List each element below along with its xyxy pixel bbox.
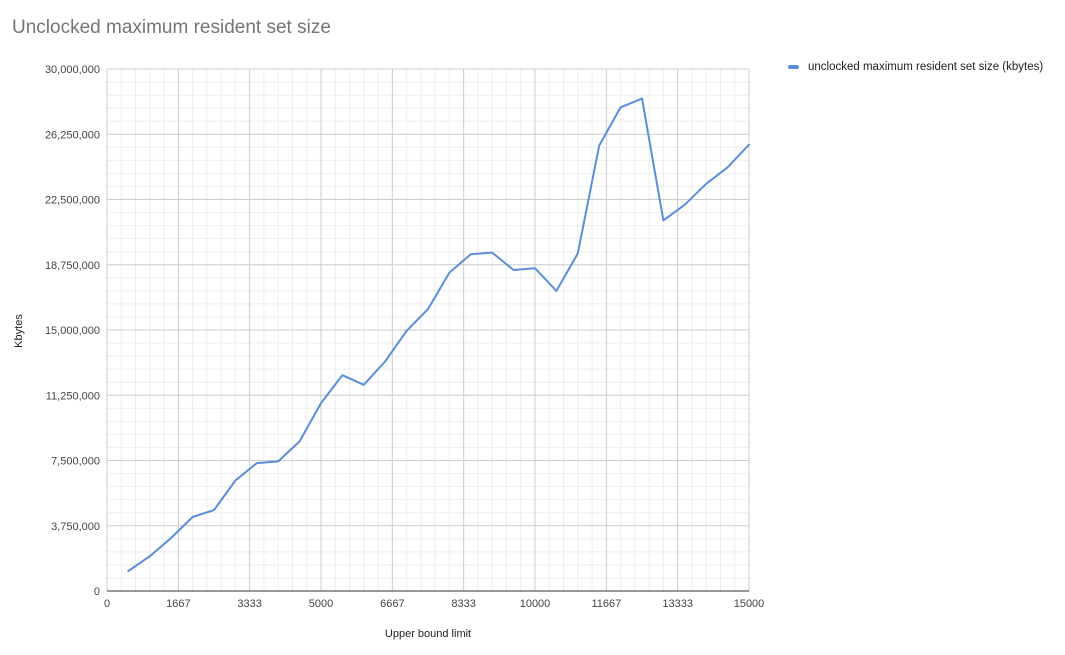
data-point[interactable] xyxy=(639,96,645,102)
data-point[interactable] xyxy=(446,270,452,276)
data-point[interactable] xyxy=(361,382,367,388)
data-point[interactable] xyxy=(125,568,131,574)
data-point[interactable] xyxy=(382,358,388,364)
x-tick-label: 10000 xyxy=(520,598,551,610)
y-tick-label: 18,750,000 xyxy=(45,260,100,272)
data-point[interactable] xyxy=(703,181,709,187)
data-point[interactable] xyxy=(211,507,217,513)
x-axis-ticks: 0 1667 3333 5000 6667 8333 10000 11667 13333 1500… xyxy=(104,598,764,610)
y-tick-label: 22,500,000 xyxy=(45,195,100,207)
data-point[interactable] xyxy=(425,306,431,312)
data-point[interactable] xyxy=(254,460,260,466)
data-point[interactable] xyxy=(660,217,666,223)
data-point[interactable] xyxy=(553,288,559,294)
x-tick-label: 8333 xyxy=(451,598,475,610)
data-point[interactable] xyxy=(682,202,688,208)
data-point[interactable] xyxy=(746,142,752,148)
data-point[interactable] xyxy=(468,251,474,257)
data-point[interactable] xyxy=(168,535,174,541)
x-tick-label: 6667 xyxy=(380,598,404,610)
y-tick-label: 26,250,000 xyxy=(45,129,100,141)
x-tick-label: 11667 xyxy=(591,598,621,610)
legend-swatch xyxy=(788,65,799,69)
y-axis-ticks: 0 3,750,000 7,500,000 11,250,000 15,000,000 1… xyxy=(45,64,100,598)
data-point[interactable] xyxy=(596,143,602,149)
data-point[interactable] xyxy=(575,250,581,256)
axes xyxy=(106,69,749,592)
data-point[interactable] xyxy=(297,438,303,444)
data-point[interactable] xyxy=(147,553,153,559)
x-tick-label: 3333 xyxy=(237,598,261,610)
y-tick-label: 0 xyxy=(94,586,100,598)
data-point[interactable] xyxy=(618,104,624,110)
data-point[interactable] xyxy=(725,164,731,170)
chart-title: Unclocked maximum resident set size xyxy=(12,17,331,38)
x-axis-title: Upper bound limit xyxy=(385,628,471,640)
data-point[interactable] xyxy=(339,372,345,378)
y-tick-label: 11,250,000 xyxy=(46,390,100,402)
data-point[interactable] xyxy=(232,478,238,484)
series-group xyxy=(125,96,752,574)
data-point[interactable] xyxy=(532,265,538,271)
y-tick-label: 3,750,000 xyxy=(51,521,100,533)
y-axis-title: Kbytes xyxy=(13,314,25,348)
legend[interactable]: unclocked maximum resident set size (kby… xyxy=(788,61,1043,73)
y-tick-label: 7,500,000 xyxy=(51,456,100,468)
x-tick-label: 0 xyxy=(104,598,110,610)
x-tick-label: 13333 xyxy=(662,598,693,610)
y-tick-label: 30,000,000 xyxy=(45,64,100,76)
data-point[interactable] xyxy=(489,250,495,256)
data-point[interactable] xyxy=(190,514,196,520)
y-tick-label: 15,000,000 xyxy=(45,325,100,337)
legend-label: unclocked maximum resident set size (kby… xyxy=(808,61,1044,73)
x-tick-label: 15000 xyxy=(734,598,765,610)
x-tick-label: 5000 xyxy=(309,598,333,610)
data-point[interactable] xyxy=(318,400,324,406)
data-point[interactable] xyxy=(275,458,281,464)
x-tick-label: 1667 xyxy=(166,598,190,610)
data-point[interactable] xyxy=(511,267,517,273)
series-line[interactable] xyxy=(127,97,750,572)
data-point[interactable] xyxy=(404,328,410,334)
